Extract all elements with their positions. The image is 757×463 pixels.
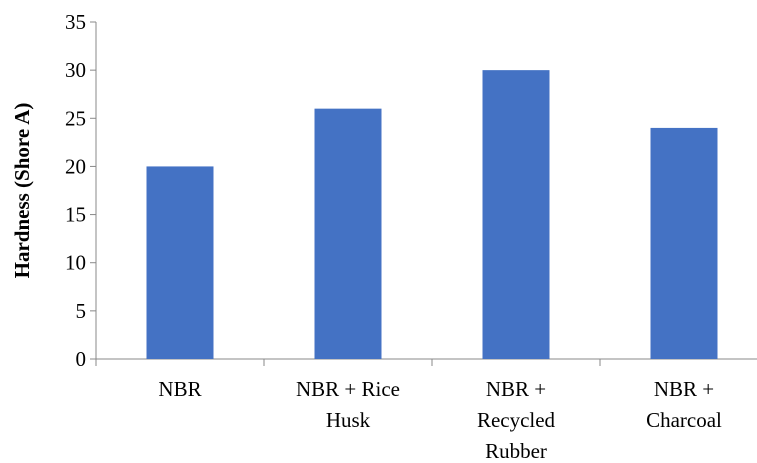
x-category-label: NBR + Rice Husk — [296, 377, 400, 432]
bar — [314, 108, 382, 360]
y-axis-title: Hardness (Shore A) — [10, 103, 34, 279]
x-category-label: NBR + Recycled Rubber — [477, 377, 556, 463]
y-tick-label: 15 — [65, 203, 86, 227]
y-tick-label: 25 — [65, 106, 86, 130]
y-tick-label: 20 — [65, 154, 86, 178]
y-axis: 0 5 10 15 20 25 30 35 — [65, 10, 97, 371]
bar — [482, 70, 550, 360]
bar — [650, 127, 718, 360]
y-tick-label: 5 — [76, 299, 87, 323]
y-tick-label: 10 — [65, 251, 86, 275]
x-category-label: NBR — [158, 377, 201, 401]
y-tick-label: 0 — [76, 347, 87, 371]
x-category-label: NBR + Charcoal — [646, 377, 722, 432]
bars-group — [146, 70, 718, 360]
y-tick-label: 35 — [65, 10, 86, 34]
x-axis: NBR NBR + Rice Husk NBR + Recycled Rubber NBR … — [95, 358, 757, 463]
y-tick-label: 30 — [65, 58, 86, 82]
bar — [146, 166, 214, 359]
